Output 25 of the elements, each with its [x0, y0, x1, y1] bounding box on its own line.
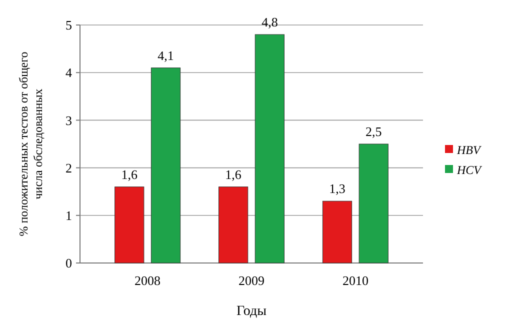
legend-label: HBV — [456, 143, 482, 158]
y-tick-label: 5 — [66, 18, 72, 33]
data-label: 1,6 — [121, 166, 138, 182]
bar — [322, 200, 352, 264]
legend-label: HCV — [456, 163, 483, 178]
x-tick-label: 2010 — [342, 273, 368, 288]
bar — [114, 186, 144, 264]
y-axis-title: % положительных тестов от общего числа обследованных — [16, 52, 45, 236]
data-label: 1,6 — [225, 166, 242, 182]
x-tick-label: 2009 — [238, 273, 264, 288]
data-label: 2,5 — [366, 124, 382, 139]
x-tick-label: 2008 — [134, 273, 161, 288]
y-tick-label: 4 — [66, 65, 72, 80]
bar — [254, 34, 284, 264]
bar — [358, 144, 388, 264]
bar — [218, 186, 248, 264]
bar — [150, 68, 181, 264]
y-tick-label: 3 — [66, 112, 72, 128]
data-label: 4,8 — [262, 14, 278, 30]
data-label: 1,3 — [329, 181, 346, 196]
x-axis-title: Годы — [236, 304, 268, 319]
y-tick-label: 0 — [66, 256, 72, 271]
y-tick-label: 2 — [66, 160, 72, 176]
y-tick-label: 1 — [66, 208, 72, 223]
data-label: 4,1 — [158, 48, 174, 63]
